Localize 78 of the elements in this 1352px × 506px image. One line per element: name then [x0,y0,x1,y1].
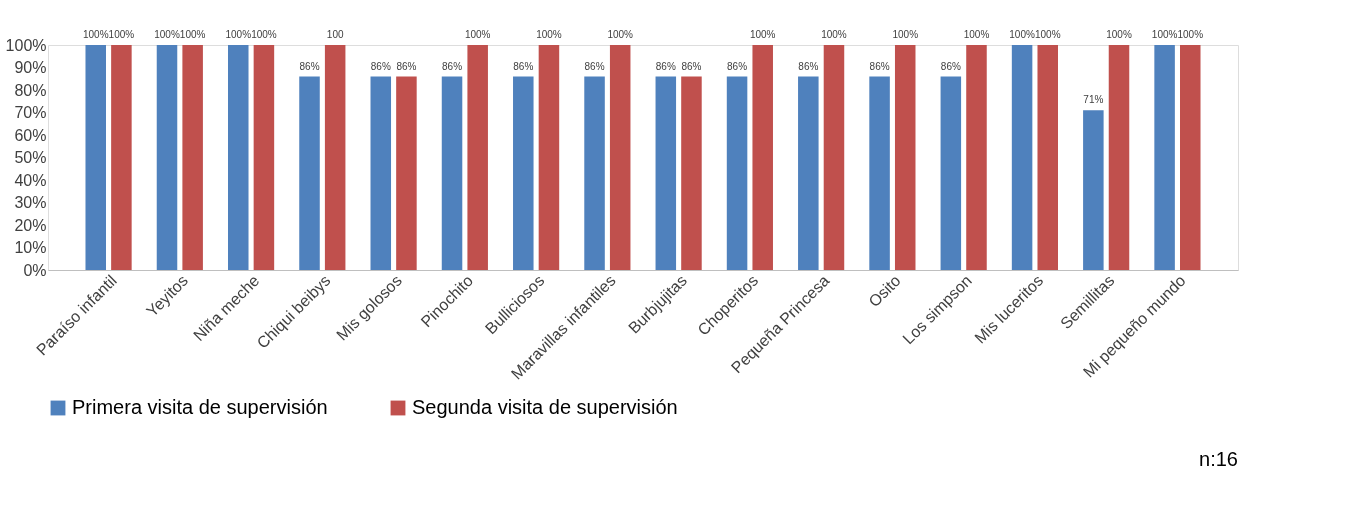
y-tick-label: 0% [23,261,47,279]
data-label: 100% [892,29,919,40]
bar [1108,45,1130,270]
data-label: 100% [1151,29,1178,40]
data-label: 100% [464,29,491,40]
data-label: 100% [749,29,776,40]
legend-label: Segunda visita de supervisión [412,396,678,418]
data-label: 86% [798,60,819,72]
bar [299,76,320,270]
data-label: 86% [727,60,748,72]
y-tick-label: 30% [14,194,47,211]
bar [940,76,962,270]
data-label: 100% [251,29,277,40]
bar [182,45,203,270]
data-label: 86% [584,60,605,72]
data-label: 100% [108,29,135,40]
data-label: 86% [299,60,320,72]
data-label: 86% [370,60,391,72]
bar [1083,110,1104,270]
bar [538,45,560,270]
bar [1011,45,1033,270]
bar [823,45,845,270]
data-label: 100% [1009,29,1035,40]
data-label: 71% [1083,94,1104,106]
bar [609,45,631,270]
data-label: 86% [442,60,463,72]
y-tick-label: 50% [14,149,47,166]
data-label: 100% [82,29,109,40]
bar [324,45,346,270]
bar [726,76,748,270]
y-tick-label: 20% [14,216,47,234]
data-label: 100% [179,29,206,40]
y-tick-label: 60% [14,126,47,144]
bar [253,45,275,270]
y-tick-label: 100% [5,36,47,54]
y-tick-label: 40% [14,171,47,189]
y-tick-label: 10% [14,239,47,256]
data-label: 100 [326,29,344,40]
bar [228,45,249,270]
bar [966,45,987,270]
bar [752,45,773,270]
data-label: 100% [1106,29,1132,40]
data-label: 100% [607,29,634,40]
bar [467,45,488,270]
bar [370,76,392,270]
bar [584,76,605,270]
data-label: 100% [1177,29,1204,40]
data-label: 86% [940,60,961,72]
data-label: 100% [225,29,252,40]
y-tick-label: 90% [14,59,47,76]
data-label: 100% [963,29,990,40]
bar [869,76,890,270]
bar [681,76,702,270]
bar [441,76,463,270]
bar [85,45,106,270]
text: n:16 [1199,448,1238,470]
bar [798,76,819,270]
bar [513,76,534,270]
bar [894,45,916,270]
legend-label: Primera visita de supervisión [72,396,328,418]
data-label: 100% [536,29,562,40]
bar [1154,45,1175,270]
bar [396,76,417,270]
data-label: 100% [154,29,180,40]
data-label: 86% [396,60,417,72]
bar [156,45,178,270]
data-label: 86% [869,60,890,72]
data-label: 86% [513,60,534,72]
bar [1037,45,1058,270]
y-tick-label: 70% [14,104,47,121]
data-label: 86% [681,60,702,72]
y-tick-label: 80% [14,81,47,99]
data-label: 86% [655,60,676,72]
bar [1180,45,1201,270]
bar [111,45,132,270]
bar [655,76,677,270]
data-label: 100% [1034,29,1061,40]
data-label: 100% [821,29,847,40]
